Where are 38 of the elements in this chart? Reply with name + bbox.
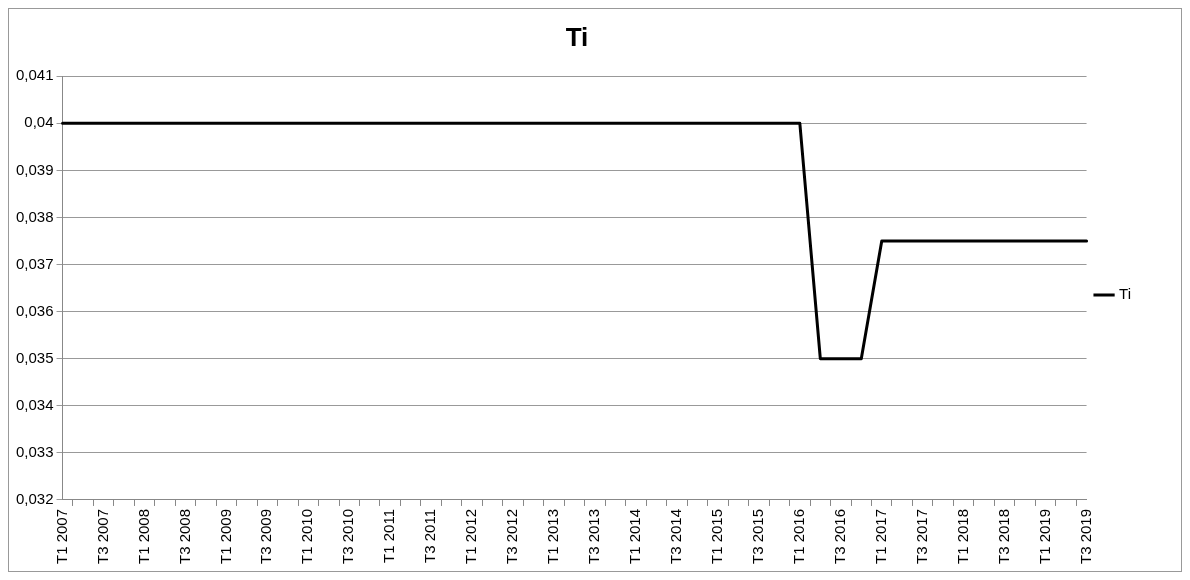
x-tick-label: T3 2015 xyxy=(749,508,767,565)
x-tick-label: T3 2016 xyxy=(830,508,848,565)
y-tick-label: 0,033 xyxy=(15,443,54,461)
x-tick-label: T1 2015 xyxy=(708,508,726,565)
y-tick-label: 0,034 xyxy=(15,395,54,413)
x-tick-label: T3 2011 xyxy=(421,508,439,563)
x-tick-label: T1 2019 xyxy=(1035,508,1053,565)
y-tick-label: 0,036 xyxy=(15,301,54,319)
x-tick-label: T1 2009 xyxy=(216,508,234,565)
y-tick-label: 0,041 xyxy=(15,66,54,84)
x-tick-label: T1 2016 xyxy=(789,508,807,565)
y-tick-label: 0,038 xyxy=(15,207,54,225)
x-tick-label: T3 2012 xyxy=(503,508,521,565)
y-tick-label: 0,04 xyxy=(24,113,54,131)
x-tick-label: T1 2010 xyxy=(298,508,316,565)
x-tick-label: T1 2012 xyxy=(462,508,480,565)
chart-title: Ti xyxy=(565,21,589,52)
y-tick-label: 0,032 xyxy=(15,490,54,508)
x-tick-label: T3 2009 xyxy=(257,508,275,565)
x-tick-label: T1 2018 xyxy=(953,508,971,565)
x-tick-label: T1 2007 xyxy=(52,508,70,565)
x-tick-label: T3 2013 xyxy=(585,508,603,565)
x-tick-label: T3 2008 xyxy=(175,508,193,565)
x-tick-label: T1 2014 xyxy=(626,508,644,565)
x-tick-label: T3 2007 xyxy=(93,508,111,565)
x-tick-label: T3 2014 xyxy=(667,508,685,565)
y-tick-label: 0,039 xyxy=(15,160,54,178)
y-tick-label: 0,035 xyxy=(15,348,54,366)
y-tick-label: 0,037 xyxy=(15,254,54,272)
legend-label: Ti xyxy=(1119,285,1132,303)
x-tick-label: T3 2019 xyxy=(1076,508,1094,565)
x-tick-label: T1 2008 xyxy=(134,508,152,565)
x-tick-label: T1 2011 xyxy=(380,508,398,563)
x-tick-label: T1 2013 xyxy=(544,508,562,565)
x-tick-label: T3 2010 xyxy=(339,508,357,565)
x-tick-label: T1 2017 xyxy=(871,508,889,565)
x-tick-label: T3 2018 xyxy=(994,508,1012,565)
x-tick-label: T3 2017 xyxy=(912,508,930,565)
